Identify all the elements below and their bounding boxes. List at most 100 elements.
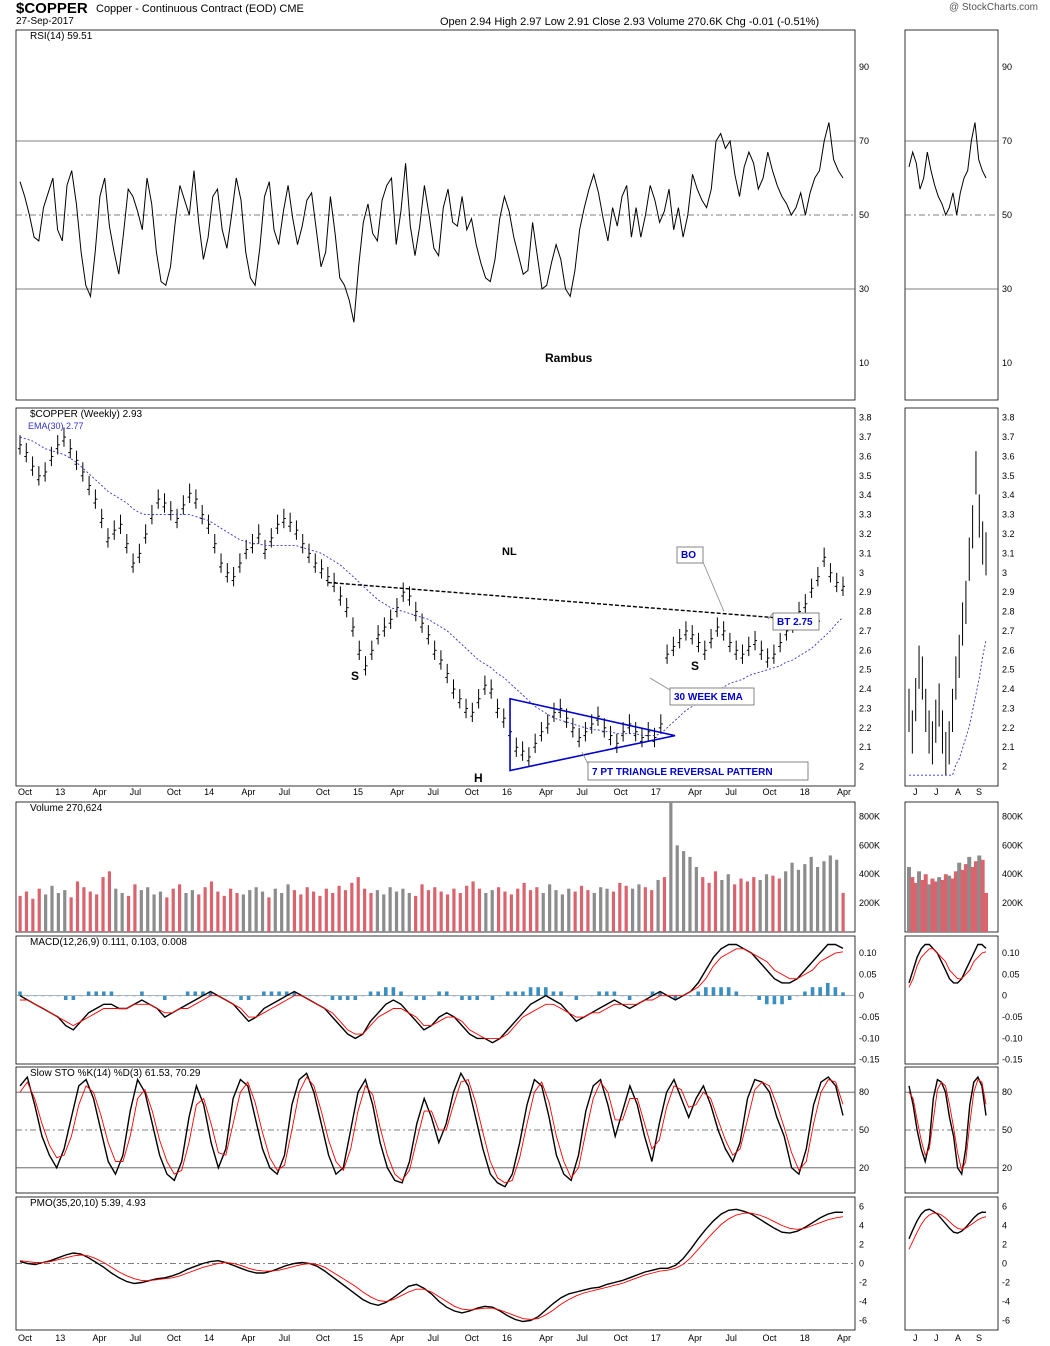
bt-pointer (767, 612, 774, 620)
macd-histogram-bar (635, 995, 640, 997)
volume-bar (675, 845, 679, 932)
macd-histogram-bar (162, 995, 167, 1000)
volume-bar (31, 898, 35, 932)
x-tick-label: Apr (390, 1333, 404, 1343)
volume-bar (758, 880, 762, 932)
volume-bar-inset (917, 871, 922, 932)
x-tick-label: Apr (92, 787, 106, 797)
y-tick-label-inset: 2.6 (1002, 645, 1015, 655)
x-tick-label: Oct (167, 787, 182, 797)
y-tick-label-inset: 3.6 (1002, 451, 1015, 461)
sto-title: Slow STO %K(14) %D(3) 61.53, 70.29 (30, 1068, 201, 1079)
macd-histogram-bar (246, 995, 251, 1000)
volume-bar (509, 894, 513, 932)
macd-signal-line-inset (908, 948, 987, 988)
y-tick-label-inset: 3.8 (1002, 413, 1015, 423)
y-tick-label: 2.4 (859, 684, 872, 694)
volume-bar (579, 885, 584, 932)
volume-bar (311, 891, 316, 932)
macd-histogram-bar (749, 995, 754, 997)
macd-histogram-bar (330, 995, 335, 1000)
bo-pointer (702, 561, 725, 612)
panel-frame (15, 1196, 856, 1331)
volume-bar-inset (967, 856, 972, 932)
x-tick-label: Jul (725, 787, 737, 797)
x-tick-label: Jul (279, 1333, 291, 1343)
ema-pointer (649, 677, 671, 691)
volume-bar-inset (947, 875, 952, 932)
volume-bar-inset (973, 861, 978, 932)
macd-histogram-bar (18, 991, 22, 996)
volume-bar (101, 877, 105, 932)
x-tick-label: Oct (18, 787, 33, 797)
x-tick-label: Jul (130, 787, 142, 797)
volume-bar (82, 887, 86, 932)
y-tick-label-inset: 0 (1002, 991, 1007, 1001)
volume-bar (465, 885, 469, 932)
volume-bar (439, 891, 443, 932)
volume-bar (24, 891, 29, 932)
triangle-callout: 7 PT TRIANGLE REVERSAL PATTERN (592, 767, 773, 778)
macd-histogram-bar (704, 987, 708, 996)
volume-bar-inset (927, 884, 932, 932)
macd-histogram-bar (437, 991, 441, 996)
y-tick-label-inset: 600K (1002, 840, 1023, 850)
volume-bar (203, 887, 207, 932)
macd-histogram-bar (711, 987, 716, 996)
y-tick-label: 3.5 (859, 471, 872, 481)
macd-histogram-bar (429, 995, 434, 997)
panel-frame (15, 935, 856, 1065)
macd-histogram-bar (86, 991, 91, 996)
x-tick-label: Apr (837, 787, 851, 797)
volume-bar (592, 893, 596, 932)
x-tick-label-inset: J (934, 787, 939, 797)
macd-histogram-bar (589, 995, 594, 997)
volume-bar (777, 878, 781, 932)
y-tick-label-inset: 3 (1002, 568, 1007, 578)
sto-d-line-inset (908, 1078, 987, 1172)
macd-histogram-bar (734, 991, 739, 996)
macd-histogram-bar (536, 987, 540, 996)
inset-panel-frame (904, 407, 999, 787)
macd-histogram-bar (353, 995, 358, 1000)
macd-histogram-bar (452, 995, 457, 997)
macd-histogram-bar (475, 995, 480, 1000)
macd-histogram-bar (803, 991, 807, 996)
macd-histogram-bar (780, 995, 784, 1005)
y-tick-label: -6 (859, 1316, 867, 1326)
volume-bar-inset (980, 859, 985, 932)
x-tick-label-inset: J (913, 787, 918, 797)
volume-bar (694, 867, 698, 932)
volume-bar (292, 890, 297, 932)
volume-bar-inset (953, 871, 958, 932)
volume-bar (75, 881, 80, 932)
volume-bar (701, 877, 705, 932)
volume-bar (260, 891, 265, 932)
ema-callout-box (669, 687, 755, 706)
y-tick-label-inset: -2 (1002, 1278, 1010, 1288)
volume-bar-inset (950, 878, 955, 932)
macd-histogram-bar (726, 987, 731, 996)
macd-histogram-bar (742, 995, 746, 997)
x-tick-label: 17 (651, 787, 661, 797)
volume-bar (114, 888, 118, 932)
volume-bar (809, 856, 813, 932)
volume-bar (496, 887, 501, 932)
macd-histogram-bar (185, 991, 190, 996)
volume-bar-inset (970, 867, 975, 932)
macd-histogram-bar (483, 995, 487, 997)
volume-bar (522, 882, 526, 932)
pmo-signal-line-inset (908, 1212, 987, 1250)
y-tick-label-inset: 2.7 (1002, 626, 1015, 636)
y-tick-label: 80 (859, 1087, 869, 1097)
y-tick-label-inset: -0.15 (1002, 1055, 1023, 1065)
volume-bar (790, 862, 794, 932)
y-tick-label-inset: 2.3 (1002, 703, 1015, 713)
volume-bar (152, 894, 156, 932)
volume-bar (401, 888, 405, 932)
macd-histogram-bar (787, 995, 792, 1000)
volume-bar (280, 893, 284, 932)
inset-panel-frame (904, 1196, 999, 1331)
volume-bar (828, 855, 832, 932)
x-tick-label-inset: S (976, 787, 982, 797)
